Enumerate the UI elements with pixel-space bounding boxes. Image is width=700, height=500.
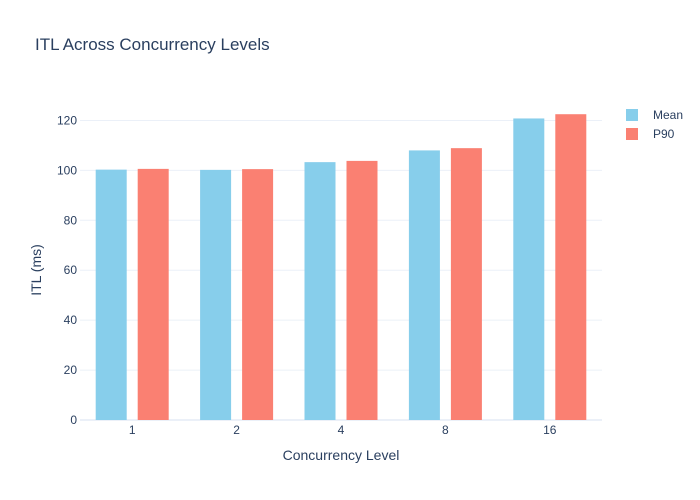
x-tick-label: 8 [442, 423, 449, 437]
y-tick-label: 100 [57, 163, 77, 177]
legend-swatch-p90[interactable] [626, 128, 638, 140]
x-tick-label: 16 [543, 423, 557, 437]
bar-p90-1[interactable] [137, 168, 169, 420]
bar-mean-8[interactable] [408, 150, 440, 421]
bar-mean-4[interactable] [304, 162, 336, 420]
y-tick-label: 40 [64, 313, 78, 327]
legend-label-mean[interactable]: Mean [653, 108, 683, 122]
bars [95, 114, 587, 421]
y-axis-ticks: 0 20 40 60 80 100 120 [57, 113, 77, 427]
y-tick-label: 120 [57, 113, 77, 127]
y-axis-title: ITL (ms) [28, 244, 44, 296]
y-tick-label: 0 [70, 413, 77, 427]
bar-mean-2[interactable] [200, 169, 232, 420]
legend-label-p90[interactable]: P90 [653, 127, 675, 141]
x-tick-label: 4 [338, 423, 345, 437]
legend-swatch-mean[interactable] [626, 109, 638, 121]
legend: Mean P90 [626, 108, 683, 141]
x-axis-title: Concurrency Level [283, 447, 400, 463]
y-tick-label: 60 [64, 263, 78, 277]
bar-mean-1[interactable] [95, 169, 127, 420]
y-tick-label: 20 [64, 363, 78, 377]
bar-p90-4[interactable] [346, 160, 378, 420]
bar-mean-16[interactable] [513, 118, 545, 420]
x-axis-ticks: 1 2 4 8 16 [129, 423, 557, 437]
x-tick-label: 1 [129, 423, 136, 437]
y-tick-label: 80 [64, 213, 78, 227]
chart-title: ITL Across Concurrency Levels [35, 35, 270, 54]
bar-p90-2[interactable] [242, 169, 274, 420]
bar-p90-8[interactable] [450, 148, 482, 420]
x-tick-label: 2 [233, 423, 240, 437]
bar-p90-16[interactable] [555, 114, 587, 421]
